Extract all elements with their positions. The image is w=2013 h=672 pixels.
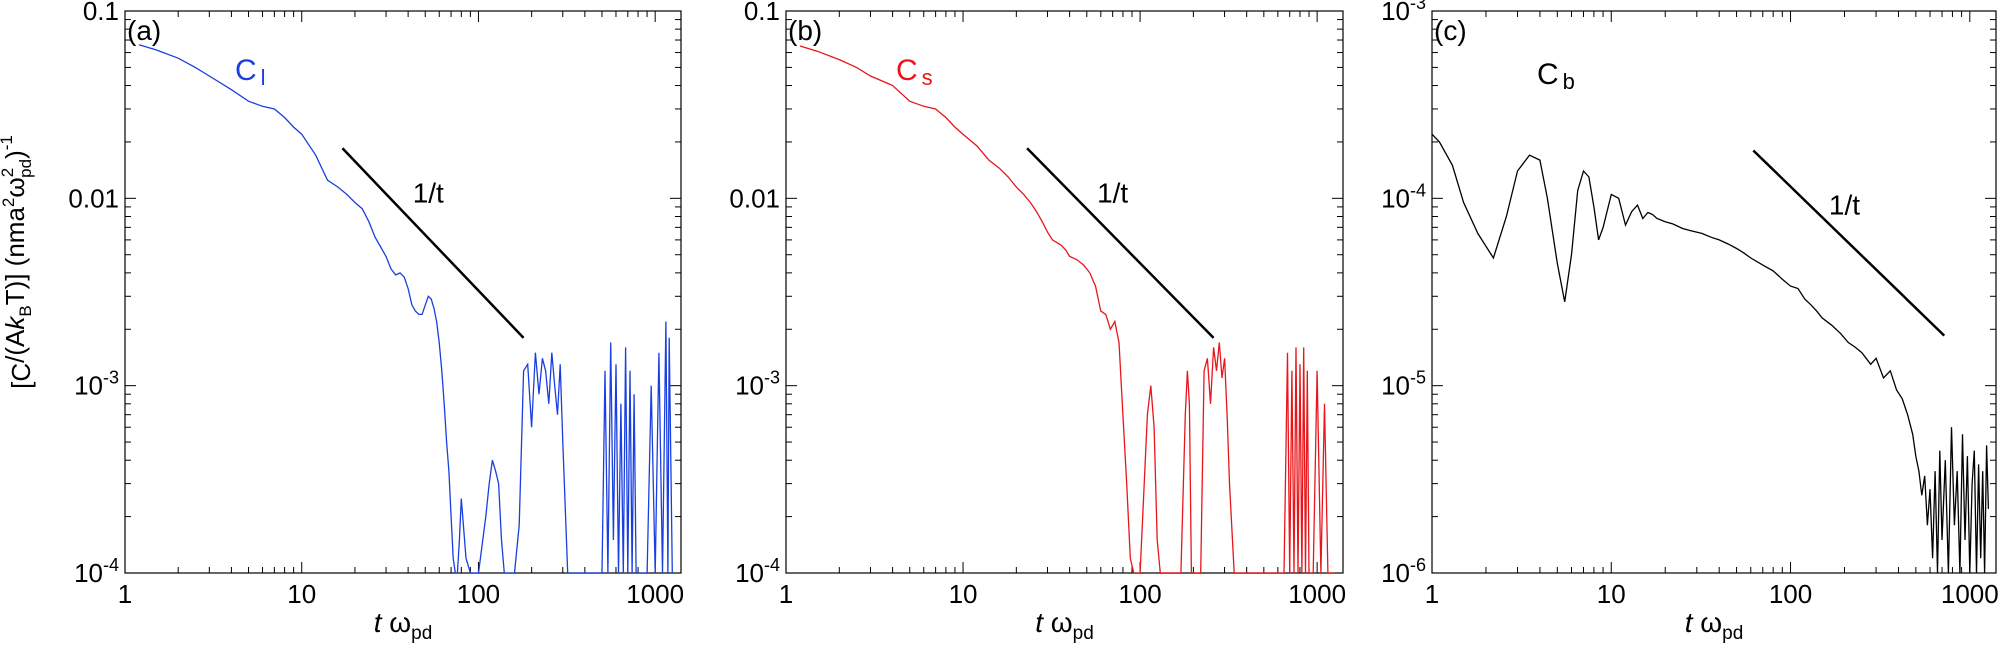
y-tick-label: 10-4 bbox=[74, 555, 119, 588]
data-series-line bbox=[138, 44, 673, 573]
x-axis-label: t ωpd bbox=[1035, 607, 1094, 644]
y-tick-label: 0.1 bbox=[744, 0, 780, 26]
y-tick-label: 0.01 bbox=[729, 183, 780, 213]
x-axis-label: t ωpd bbox=[1685, 607, 1744, 644]
slope-label: 1/t bbox=[413, 178, 444, 209]
panel-label: (c) bbox=[1434, 15, 1467, 46]
data-series-line bbox=[1432, 133, 1990, 573]
x-tick-label: 1 bbox=[118, 579, 132, 609]
y-tick-label: 0.01 bbox=[68, 183, 119, 213]
x-tick-label: 100 bbox=[457, 579, 500, 609]
x-tick-label: 1000 bbox=[1288, 579, 1346, 609]
x-axis-label: t ωpd bbox=[374, 607, 433, 644]
y-tick-label: 10-5 bbox=[1381, 368, 1426, 401]
y-tick-label: 10-3 bbox=[74, 368, 119, 401]
slope-reference-line bbox=[1752, 149, 1946, 337]
x-tick-label: 1 bbox=[779, 579, 793, 609]
x-tick-label: 100 bbox=[1769, 579, 1812, 609]
panel-c: 1 10 100 1000 10-3 10-4 10-5 10-6 t ωpd 1/t (c) C b bbox=[1381, 0, 1999, 644]
slope-label: 1/t bbox=[1829, 189, 1860, 220]
y-axis-label: [C/(AkBT)] (nma2ω2pd)-1 bbox=[0, 135, 36, 389]
y-tick-label: 10-4 bbox=[735, 555, 780, 588]
y-tick-label: 10-6 bbox=[1381, 555, 1426, 588]
panel-a: 1 10 100 1000 0.1 0.01 10-3 10-4 t ωpd 1/t (a) C l bbox=[68, 0, 684, 644]
plot-frame bbox=[124, 10, 682, 574]
y-tick-label: 10-3 bbox=[1381, 0, 1426, 26]
x-tick-label: 10 bbox=[949, 579, 978, 609]
x-tick-label: 1000 bbox=[1941, 579, 1999, 609]
plot-frame bbox=[1431, 10, 1997, 574]
x-tick-label: 1000 bbox=[626, 579, 684, 609]
x-tick-label: 1 bbox=[1425, 579, 1439, 609]
slope-reference-line bbox=[1026, 147, 1215, 339]
y-tick-label: 10-3 bbox=[735, 368, 780, 401]
x-tick-label: 10 bbox=[287, 579, 316, 609]
data-series-line bbox=[799, 45, 1335, 573]
slope-label: 1/t bbox=[1097, 178, 1128, 209]
y-tick-label: 10-4 bbox=[1381, 180, 1426, 213]
panel-label: (a) bbox=[127, 15, 161, 46]
slope-reference-line bbox=[341, 147, 525, 339]
panel-b: 1 10 100 1000 0.1 0.01 10-3 10-4 t ωpd 1/t (b) C s bbox=[729, 0, 1346, 644]
plot-frame bbox=[785, 10, 1344, 574]
y-tick-label: 0.1 bbox=[83, 0, 119, 26]
x-tick-label: 100 bbox=[1118, 579, 1161, 609]
panel-label: (b) bbox=[788, 15, 822, 46]
x-tick-label: 10 bbox=[1597, 579, 1626, 609]
